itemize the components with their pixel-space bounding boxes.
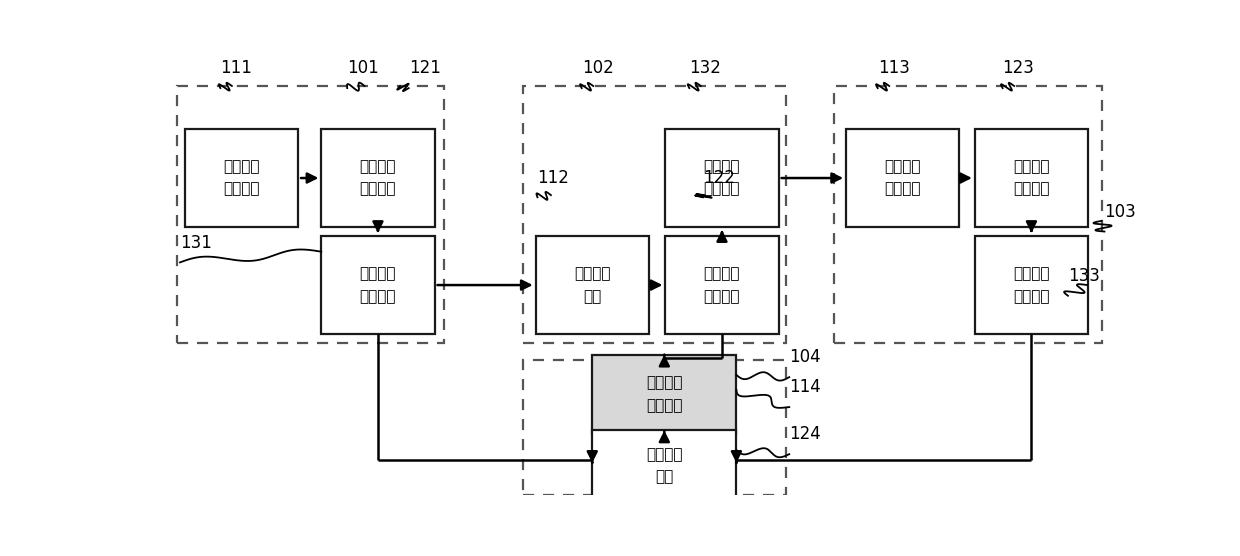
Bar [593,430,737,501]
Text: 124: 124 [789,425,821,444]
Bar [185,129,298,227]
Bar [177,86,444,343]
Text: 103: 103 [1105,203,1136,221]
Text: 第二亮度
获取单元: 第二亮度 获取单元 [1013,160,1050,197]
Bar [846,129,960,227]
Text: 131: 131 [180,234,212,252]
Text: 第二数据
处理单元: 第二数据 处理单元 [1013,266,1050,304]
Text: 113: 113 [878,59,910,77]
Text: 121: 121 [409,59,440,77]
Text: 检测亮度
获取单元: 检测亮度 获取单元 [704,266,740,304]
Bar [536,236,649,334]
Text: 111: 111 [221,59,252,77]
Text: 第一亮度
获取单元: 第一亮度 获取单元 [360,160,397,197]
Text: 133: 133 [1068,267,1100,285]
Text: 补偿检测
单元: 补偿检测 单元 [574,266,610,304]
Text: 104: 104 [789,349,821,366]
Bar [523,86,786,343]
Text: 122: 122 [703,168,734,187]
Text: 第二图像
采集单元: 第二图像 采集单元 [884,160,921,197]
Text: 132: 132 [689,59,722,77]
Text: 114: 114 [789,379,821,396]
Bar [835,86,1101,343]
Text: 失效亮度
获取单元: 失效亮度 获取单元 [704,160,740,197]
Bar [975,129,1089,227]
Bar [523,360,786,495]
Text: 123: 123 [1003,59,1034,77]
Bar [975,236,1089,334]
Text: 第一图像
采集单元: 第一图像 采集单元 [223,160,259,197]
Text: 112: 112 [537,168,569,187]
Text: 调用补偿
单元: 调用补偿 单元 [646,447,682,484]
Text: 101: 101 [347,59,379,77]
Bar [593,355,737,434]
Bar [321,129,435,227]
Bar [666,236,779,334]
Bar [321,236,435,334]
Bar [666,129,779,227]
Text: 102: 102 [582,59,614,77]
Text: 当前亮度
判断单元: 当前亮度 判断单元 [646,376,682,413]
Text: 第一数据
处理单元: 第一数据 处理单元 [360,266,397,304]
